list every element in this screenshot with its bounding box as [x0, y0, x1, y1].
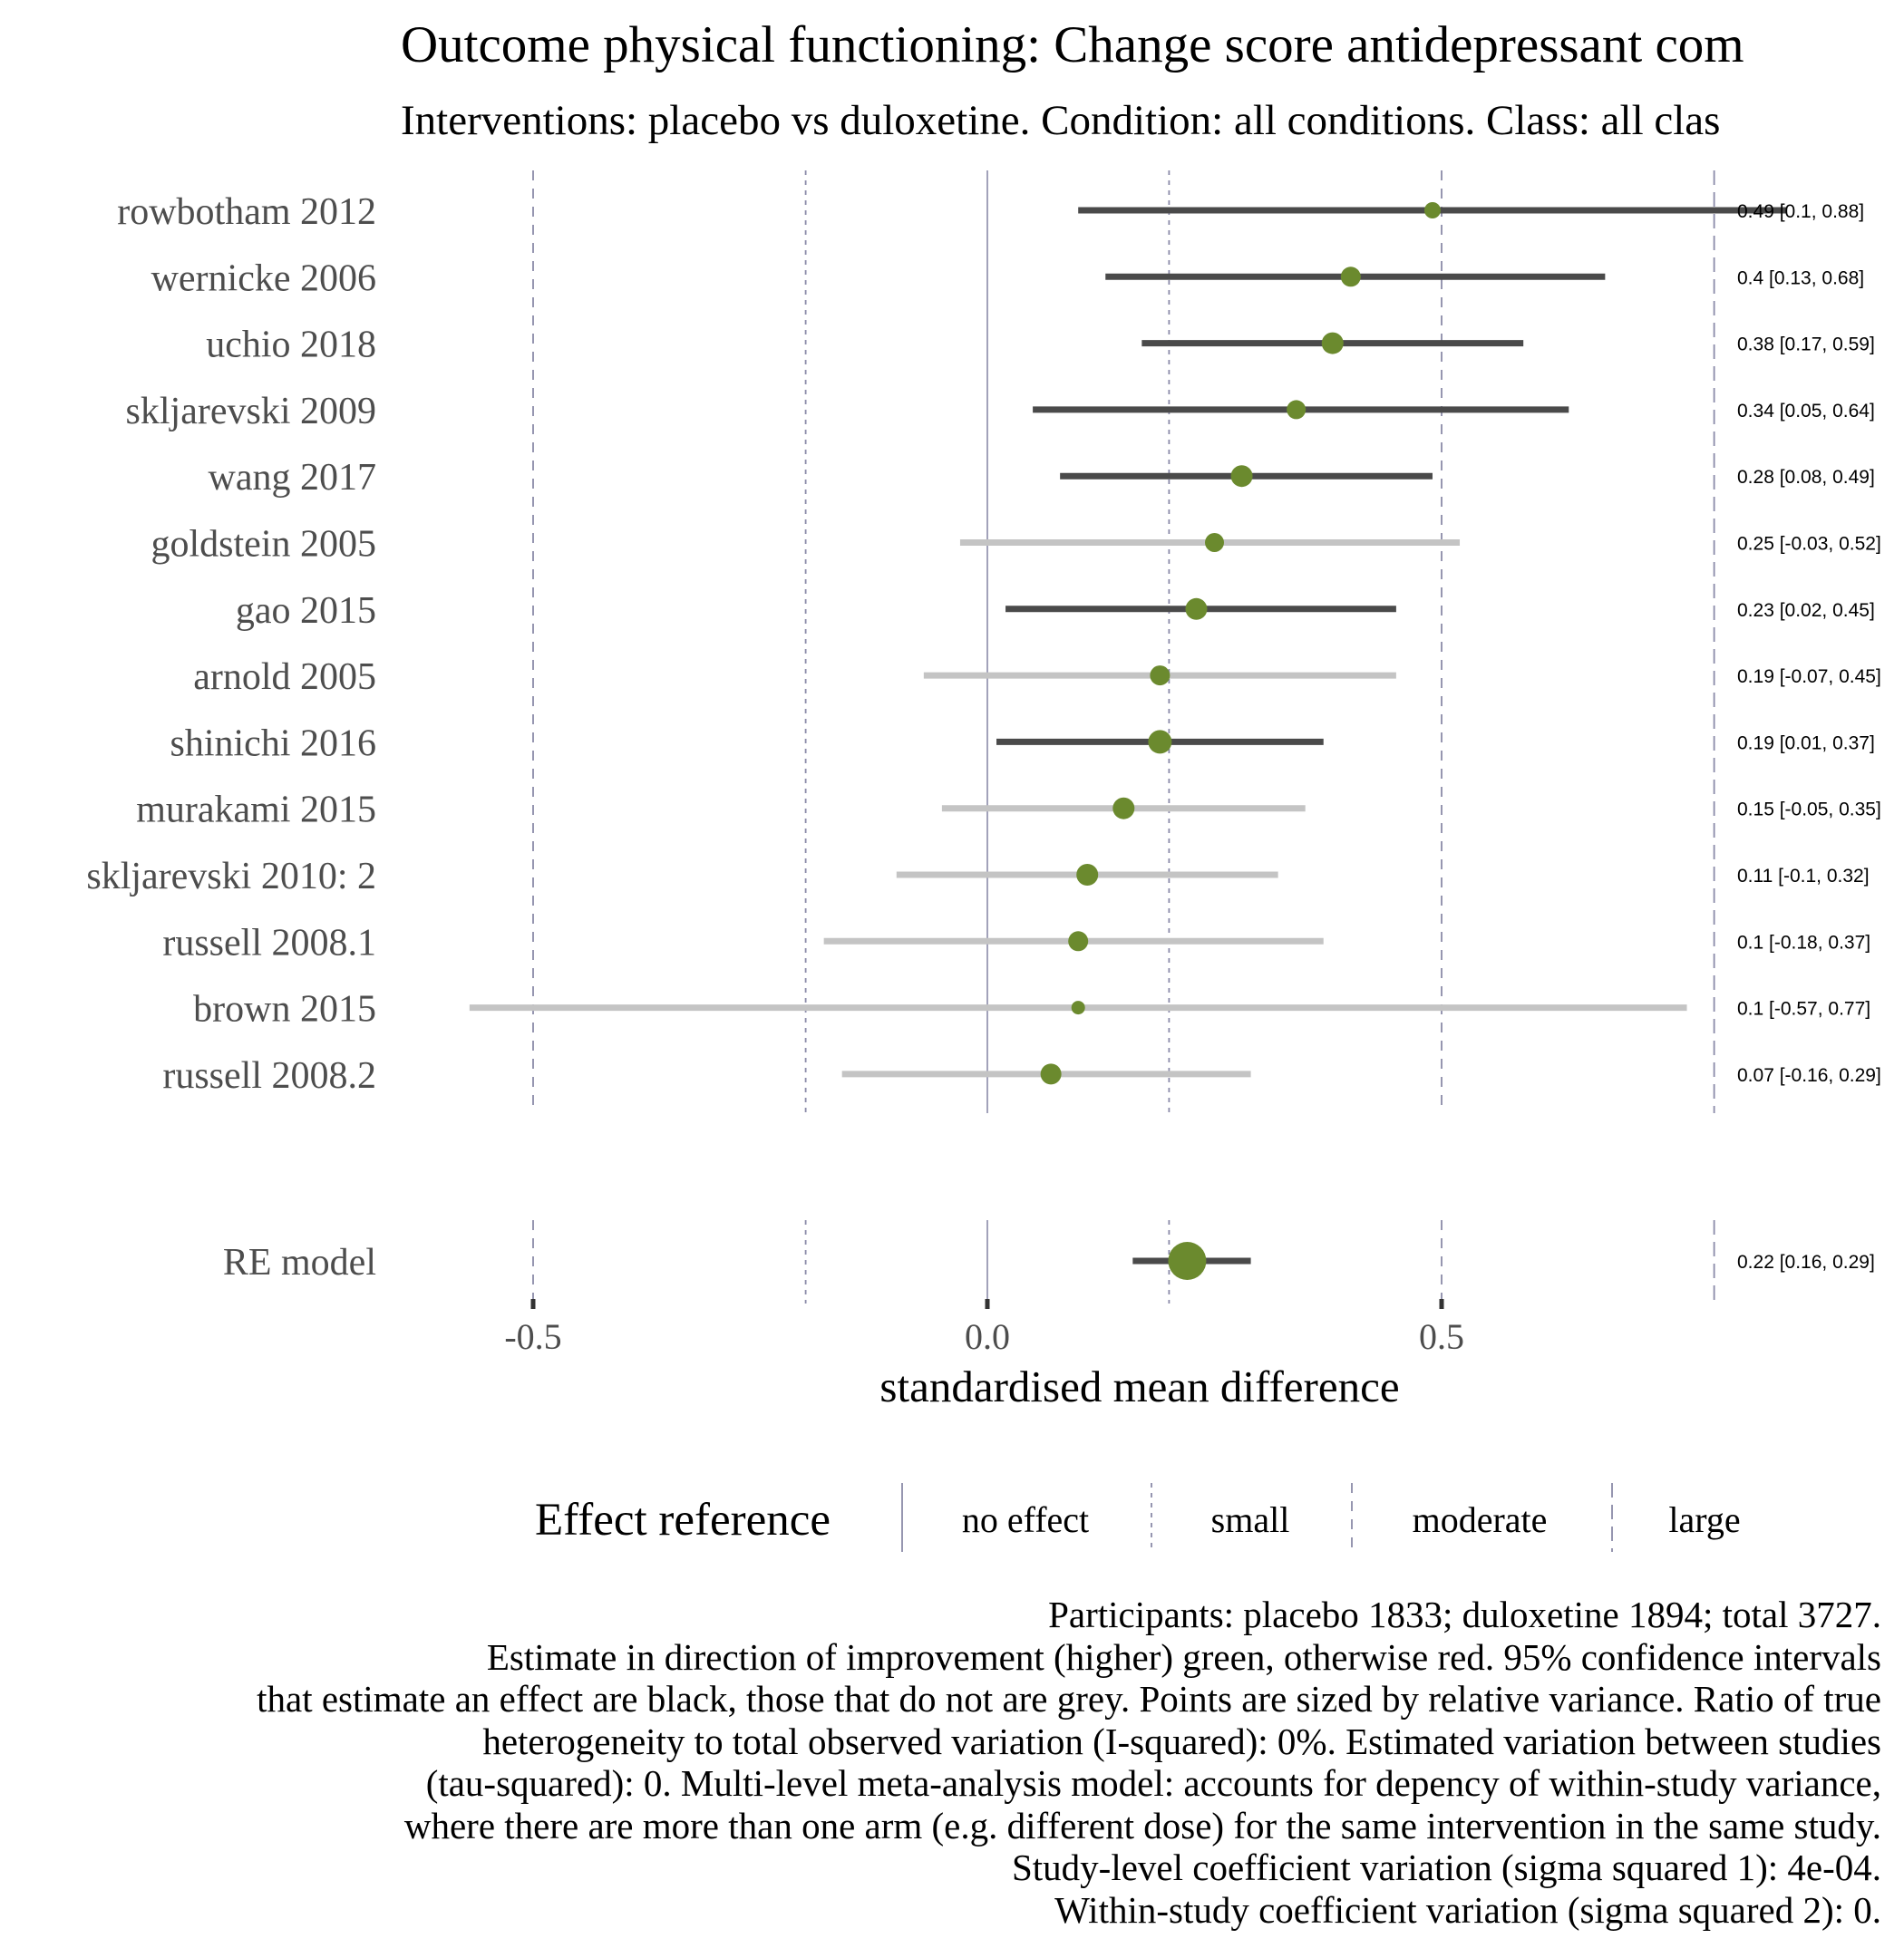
legend-label-no-effect: no effect: [962, 1499, 1089, 1540]
legend: Effect reference no effect small moderate l…: [535, 1483, 1741, 1552]
study-row: wernicke 2006 0.4 [0.13, 0.68]: [151, 257, 1865, 299]
legend-title: Effect reference: [535, 1495, 831, 1546]
x-axis-label: standardised mean difference: [879, 1362, 1399, 1411]
study-row: uchio 2018 0.38 [0.17, 0.59]: [206, 325, 1875, 366]
caption-line: that estimate an effect are black, those…: [257, 1678, 1881, 1720]
effect-value-text: 0.49 [0.1, 0.88]: [1737, 201, 1864, 222]
legend-label-small: small: [1211, 1499, 1290, 1540]
legend-label-large: large: [1668, 1499, 1740, 1540]
chart-subtitle: Interventions: placebo vs duloxetine. Co…: [401, 97, 1720, 144]
effect-value-text: 0.19 [0.01, 0.37]: [1737, 732, 1875, 753]
legend-label-moderate: moderate: [1413, 1499, 1548, 1540]
study-label: gao 2015: [236, 590, 376, 632]
study-row: gao 2015 0.23 [0.02, 0.45]: [236, 590, 1875, 632]
summary-label: RE model: [223, 1242, 376, 1284]
study-row: goldstein 2005 0.25 [-0.03, 0.52]: [151, 524, 1881, 566]
point-estimate: [1168, 1242, 1207, 1280]
study-rows: rowbotham 2012 0.49 [0.1, 0.88] wernicke 2…: [86, 191, 1880, 1097]
study-label: russell 2008.1: [162, 922, 376, 964]
point-estimate: [1340, 267, 1361, 287]
caption-line: Study-level coefficient variation (sigma…: [1011, 1847, 1881, 1888]
point-estimate: [1068, 931, 1089, 952]
effect-value-text: 0.34 [0.05, 0.64]: [1737, 401, 1875, 422]
study-row: shinichi 2016 0.19 [0.01, 0.37]: [170, 722, 1875, 764]
caption-line: (tau-squared): 0. Multi-level meta-analy…: [425, 1762, 1881, 1804]
effect-value-text: 0.25 [-0.03, 0.52]: [1737, 534, 1881, 555]
study-label: skljarevski 2009: [126, 391, 376, 432]
effect-value-text: 0.38 [0.17, 0.59]: [1737, 334, 1875, 355]
effect-value-text: 0.1 [-0.57, 0.77]: [1737, 999, 1870, 1020]
study-label: shinichi 2016: [170, 722, 377, 764]
study-label: skljarevski 2010: 2: [86, 856, 376, 897]
point-estimate: [1076, 864, 1099, 886]
study-row: rowbotham 2012 0.49 [0.1, 0.88]: [117, 191, 1864, 233]
point-estimate: [1148, 730, 1172, 754]
point-estimate: [1230, 465, 1253, 488]
caption-line: where there are more than one arm (e.g. …: [403, 1804, 1881, 1847]
effect-value-text: 0.4 [0.13, 0.68]: [1737, 267, 1864, 288]
point-estimate: [1205, 533, 1224, 552]
effect-value-text: 0.19 [-0.07, 0.45]: [1737, 666, 1881, 687]
study-row: arnold 2005 0.19 [-0.07, 0.45]: [193, 656, 1881, 698]
x-tick-label: 0.0: [965, 1316, 1010, 1357]
point-estimate: [1112, 797, 1135, 819]
summary-row: RE model 0.22 [0.16, 0.29]: [223, 1242, 1875, 1284]
study-label: brown 2015: [193, 989, 376, 1031]
study-row: russell 2008.1 0.1 [-0.18, 0.37]: [162, 922, 1870, 964]
x-axis: -0.5 0.0 0.5: [504, 1299, 1464, 1357]
study-label: wang 2017: [209, 457, 376, 499]
point-estimate: [1071, 1001, 1085, 1015]
study-row: skljarevski 2010: 2 0.11 [-0.1, 0.32]: [86, 856, 1869, 897]
effect-value-text: 0.15 [-0.05, 0.35]: [1737, 800, 1881, 820]
caption-line: Participants: placebo 1833; duloxetine 1…: [1048, 1594, 1881, 1635]
reference-lines-summary: [532, 1220, 1715, 1304]
effect-value-text: 0.07 [-0.16, 0.29]: [1737, 1065, 1881, 1086]
effect-value-text: 0.22 [0.16, 0.29]: [1737, 1252, 1875, 1273]
study-label: goldstein 2005: [151, 524, 377, 566]
study-label: rowbotham 2012: [117, 191, 376, 233]
study-label: russell 2008.2: [162, 1055, 376, 1097]
study-label: uchio 2018: [206, 325, 376, 366]
effect-value-text: 0.11 [-0.1, 0.32]: [1737, 866, 1870, 887]
study-row: wang 2017 0.28 [0.08, 0.49]: [209, 457, 1875, 499]
x-tick-label: -0.5: [504, 1316, 561, 1357]
chart-title: Outcome physical functioning: Change sco…: [401, 16, 1744, 73]
study-row: brown 2015 0.1 [-0.57, 0.77]: [193, 989, 1870, 1031]
caption-line: Estimate in direction of improvement (hi…: [486, 1635, 1881, 1678]
study-label: arnold 2005: [193, 656, 376, 698]
study-row: russell 2008.2 0.07 [-0.16, 0.29]: [162, 1055, 1880, 1097]
caption-line: Within-study coefficient variation (sigm…: [1054, 1888, 1881, 1931]
caption-line: heterogeneity to total observed variatio…: [482, 1720, 1881, 1762]
point-estimate: [1287, 400, 1307, 420]
point-estimate: [1040, 1063, 1062, 1085]
effect-value-text: 0.23 [0.02, 0.45]: [1737, 600, 1875, 621]
study-row: murakami 2015 0.15 [-0.05, 0.35]: [136, 790, 1881, 831]
caption: Participants: placebo 1833; duloxetine 1…: [113, 1594, 1881, 1931]
effect-value-text: 0.28 [0.08, 0.49]: [1737, 467, 1875, 488]
point-estimate: [1185, 597, 1208, 620]
study-label: murakami 2015: [136, 790, 376, 831]
reference-lines-studies: [532, 170, 1715, 1113]
point-estimate: [1321, 332, 1344, 354]
point-estimate: [1423, 202, 1441, 218]
study-row: skljarevski 2009 0.34 [0.05, 0.64]: [126, 391, 1875, 432]
effect-value-text: 0.1 [-0.18, 0.37]: [1737, 932, 1870, 953]
x-tick-label: 0.5: [1419, 1316, 1464, 1357]
point-estimate: [1150, 665, 1171, 686]
study-label: wernicke 2006: [151, 257, 376, 299]
